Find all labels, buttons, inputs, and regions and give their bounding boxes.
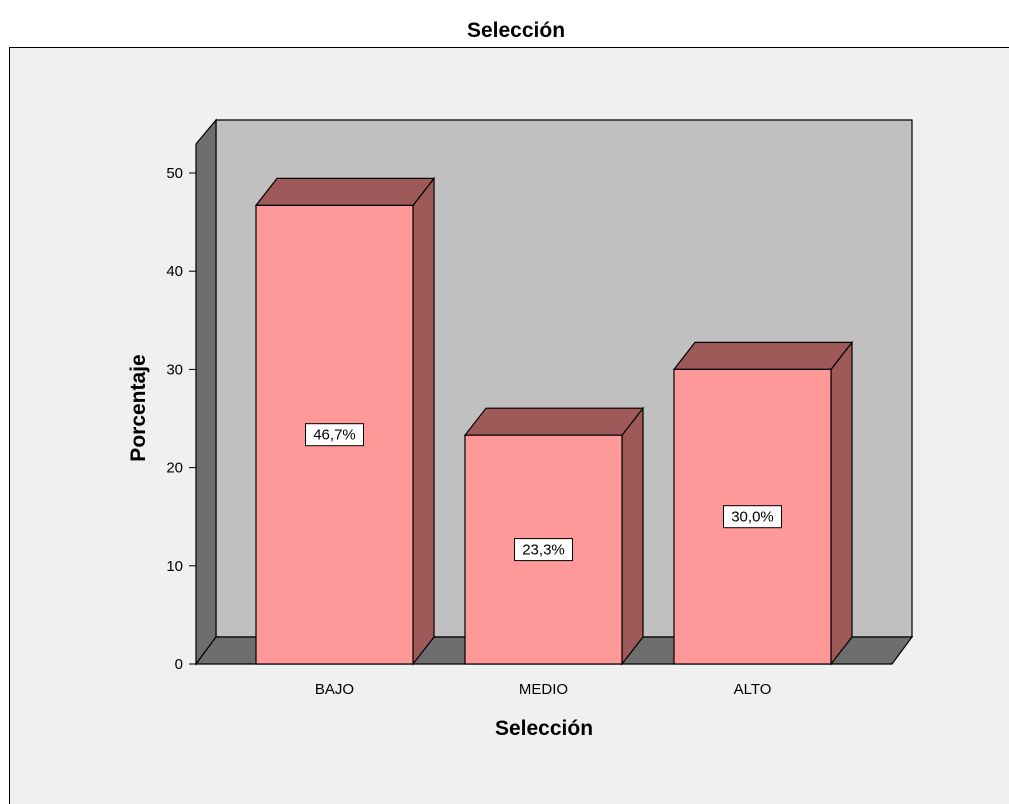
data-label-box [723, 505, 782, 529]
data-label-box [305, 423, 364, 447]
y-tick-label: 10 [166, 558, 183, 575]
y-axis-title: Porcentaje [127, 354, 150, 461]
bar-side [412, 176, 435, 666]
data-label-text: 23,3% [522, 542, 565, 559]
data-label-text: 46,7% [313, 427, 356, 444]
x-tick-label: ALTO [734, 681, 772, 698]
y-tick-label: 40 [166, 263, 183, 280]
x-axis-title: Selección [495, 717, 593, 740]
y-axis: 0 10 20 30 40 50 [166, 165, 196, 673]
bar-alto [672, 340, 854, 666]
left-wall [195, 118, 217, 666]
bar-top [254, 177, 436, 207]
bars [254, 176, 854, 666]
x-tick-label: MEDIO [519, 681, 568, 698]
data-labels: 46,7% 23,3% 30,0% [305, 423, 782, 562]
data-label: 46,7% [305, 423, 364, 447]
chart-title: Selección [467, 19, 565, 42]
x-tick-label: BAJO [315, 681, 354, 698]
bar-top [672, 341, 854, 370]
data-label-text: 30,0% [731, 509, 774, 526]
data-label: 30,0% [723, 505, 782, 529]
x-axis: BAJO MEDIO ALTO [315, 681, 771, 698]
y-tick-label: 50 [166, 165, 183, 182]
bar-side [830, 340, 853, 666]
data-label-box [514, 538, 573, 562]
y-tick-label: 20 [166, 460, 183, 477]
bar-medio [463, 406, 645, 666]
bar-bajo [254, 176, 436, 666]
bar-top [463, 407, 645, 436]
bar-side [621, 406, 644, 666]
data-label: 23,3% [514, 538, 573, 562]
y-tick-label: 0 [175, 656, 183, 673]
y-tick-label: 30 [166, 361, 183, 378]
